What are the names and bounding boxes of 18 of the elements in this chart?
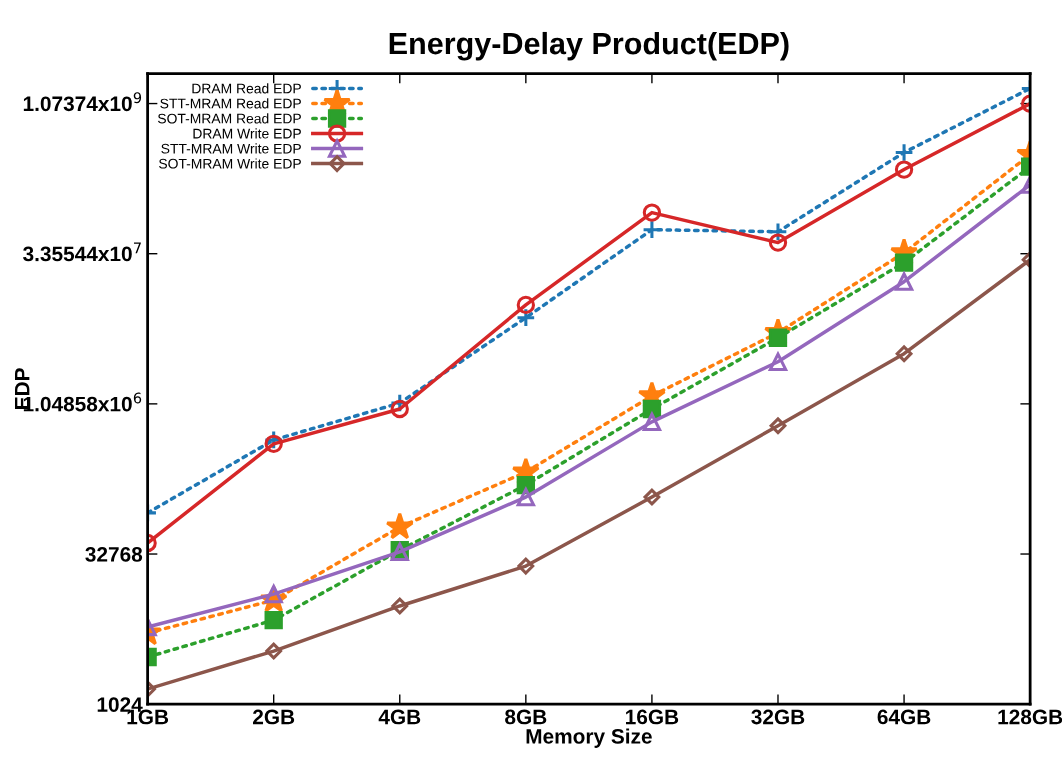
y-tick-label: 1.07374x10$^{9}$ — [23, 92, 142, 112]
x-tick-label: 4GB — [378, 709, 421, 725]
x-tick-label: 32GB — [751, 709, 805, 725]
y-tick-label: 32768 — [85, 547, 143, 562]
chart-title: Energy-Delay Product(EDP) — [389, 31, 789, 61]
x-tick-label: 8GB — [505, 709, 547, 725]
x-tick-label: 64GB — [877, 709, 931, 725]
legend-label: SOT-MRAM Read EDP — [157, 113, 301, 124]
legend-label: SOT-MRAM Write EDP — [159, 158, 301, 169]
x-axis-title: Memory Size — [526, 728, 652, 748]
x-tick-label: 2GB — [253, 709, 295, 725]
legend-label: STT-MRAM Write EDP — [161, 143, 301, 154]
legend-label: DRAM Read EDP — [192, 83, 301, 94]
legend-label: STT-MRAM Read EDP — [160, 98, 301, 109]
x-tick-label: 128GB — [998, 709, 1062, 725]
x-tick-label: 16GB — [626, 709, 679, 725]
y-tick-label: 3.35544x10$^{7}$ — [23, 242, 141, 262]
legend-label: DRAM Write EDP — [193, 128, 301, 139]
